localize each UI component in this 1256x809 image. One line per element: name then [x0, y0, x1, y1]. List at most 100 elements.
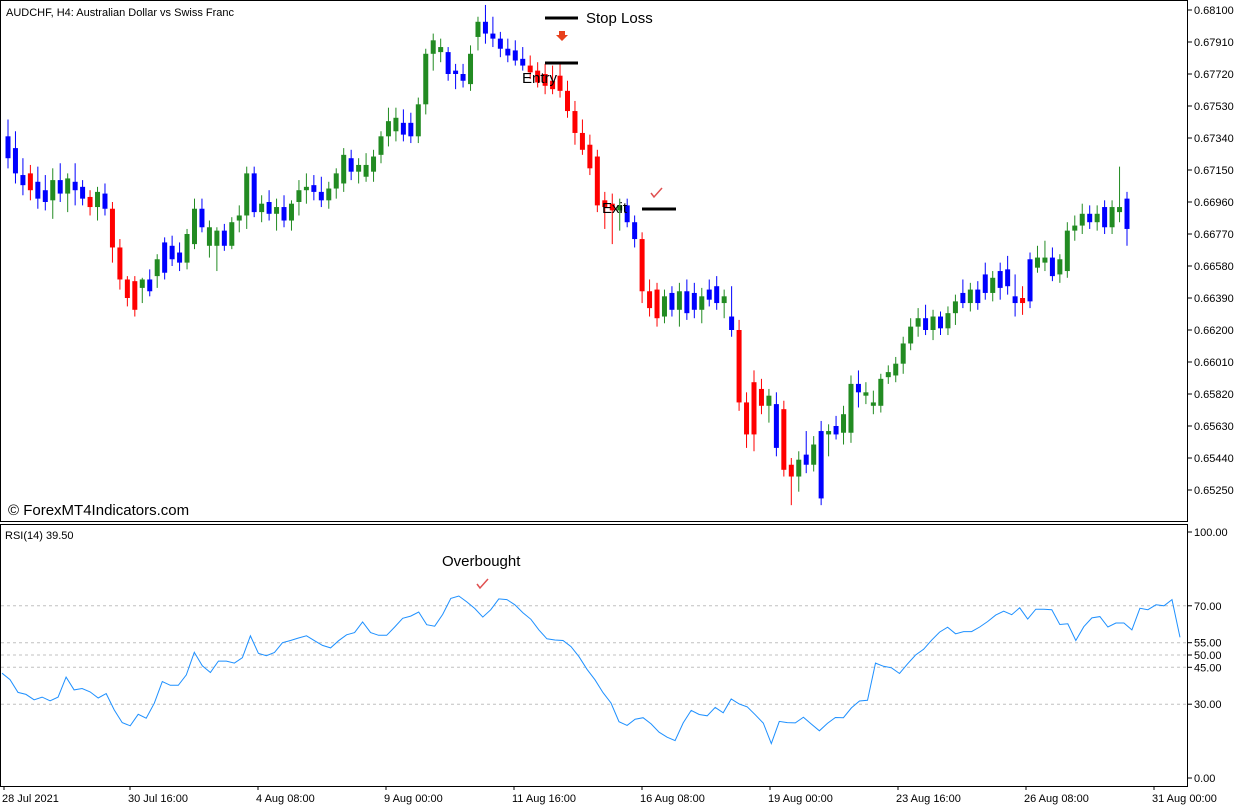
candle-body [736, 330, 742, 403]
candle-body [594, 156, 600, 206]
entry-label: Entry [522, 70, 558, 87]
candle-body [982, 274, 988, 293]
candle-body [333, 173, 339, 189]
candle-body [885, 372, 891, 378]
candle-body [661, 296, 667, 317]
candle-body [766, 395, 772, 406]
candle-body [460, 74, 466, 81]
candle-body [303, 186, 309, 191]
candle-body [811, 444, 817, 465]
candle-body [1094, 213, 1100, 223]
candle-body [318, 191, 324, 201]
time-tick-label: 30 Jul 16:00 [128, 793, 188, 805]
candle-body [1124, 198, 1130, 229]
candle-body [229, 222, 235, 246]
candle-body [967, 289, 973, 304]
rsi-panel-frame [0, 524, 1188, 787]
candle-body [557, 75, 563, 91]
candle-body [102, 193, 108, 209]
candle-body [139, 279, 145, 288]
candle-body [975, 289, 981, 304]
candle-body [960, 292, 966, 304]
candlestick-series [5, 4, 1130, 506]
candle-body [550, 80, 556, 90]
candle-body [923, 318, 929, 330]
candle-body [1079, 213, 1085, 226]
candle-body [699, 296, 705, 310]
candle-body [796, 459, 802, 477]
candle-body [72, 181, 78, 191]
candle-body [848, 383, 854, 433]
watermark: © ForexMT4Indicators.com [8, 502, 189, 519]
candle-body [512, 50, 518, 61]
candle-body [505, 48, 511, 56]
candle-body [341, 154, 347, 184]
rsi-tick-label: 70.00 [1194, 601, 1222, 613]
candle-body [930, 316, 936, 330]
candle-body [751, 382, 757, 435]
candle-body [952, 301, 958, 314]
candle-body [1012, 296, 1018, 304]
candle-body [639, 239, 645, 292]
price-tick-label: 0.66770 [1194, 229, 1234, 241]
candle-body [870, 402, 876, 406]
candle-body [356, 164, 362, 172]
candle-body [80, 186, 86, 199]
candle-body [162, 242, 168, 273]
candle-body [945, 313, 951, 329]
candle-body [818, 431, 824, 499]
candle-body [691, 292, 697, 310]
candle-body [363, 164, 369, 177]
candle-body [624, 205, 630, 223]
candle-body [714, 286, 720, 304]
price-tick-label: 0.67910 [1194, 37, 1234, 49]
candle-body [878, 378, 884, 406]
time-tick-label: 26 Aug 08:00 [1024, 793, 1089, 805]
candle-body [915, 318, 921, 327]
candle-body [520, 58, 526, 66]
price-tick-label: 0.66960 [1194, 197, 1234, 209]
price-tick-label: 0.67340 [1194, 133, 1234, 145]
candle-body [729, 316, 735, 330]
candle-body [1042, 257, 1048, 263]
candle-body [154, 259, 160, 277]
chart-header: AUDCHF, H4: Australian Dollar vs Swiss F… [6, 7, 235, 19]
candle-body [684, 291, 690, 314]
candle-body [274, 207, 280, 214]
price-tick-label: 0.66390 [1194, 293, 1234, 305]
candle-body [1087, 213, 1093, 223]
candle-body [1005, 269, 1011, 287]
candle-body [221, 230, 227, 246]
candle-body [1102, 207, 1108, 228]
price-tick-label: 0.65440 [1194, 453, 1234, 465]
candle-body [841, 414, 847, 433]
candle-body [1034, 257, 1040, 268]
candle-body [42, 190, 48, 202]
candle-body [266, 202, 272, 214]
price-tick-label: 0.65250 [1194, 485, 1234, 497]
candle-body [1027, 259, 1033, 302]
overbought-label: Overbought [442, 553, 521, 570]
candle-body [109, 208, 115, 248]
candle-body [57, 180, 63, 194]
price-axis: 0.68100 0.67910 0.67720 0.67530 0.67340 0.671… [1187, 5, 1234, 497]
candle-body [833, 426, 839, 435]
candle-body [908, 326, 914, 344]
candle-body [281, 207, 287, 221]
price-tick-label: 0.65630 [1194, 421, 1234, 433]
candle-body [445, 52, 451, 74]
candle-body [565, 90, 570, 112]
candle-body [206, 227, 212, 246]
candle-body [990, 277, 996, 293]
candle-body [430, 40, 436, 54]
price-tick-label: 0.67530 [1194, 101, 1234, 113]
candle-body [244, 173, 250, 216]
candle-body [169, 245, 175, 260]
rsi-tick-label: 30.00 [1194, 699, 1222, 711]
candle-body [371, 156, 377, 172]
candle-body [773, 404, 779, 448]
candle-body [20, 175, 26, 186]
candle-body [826, 431, 832, 435]
